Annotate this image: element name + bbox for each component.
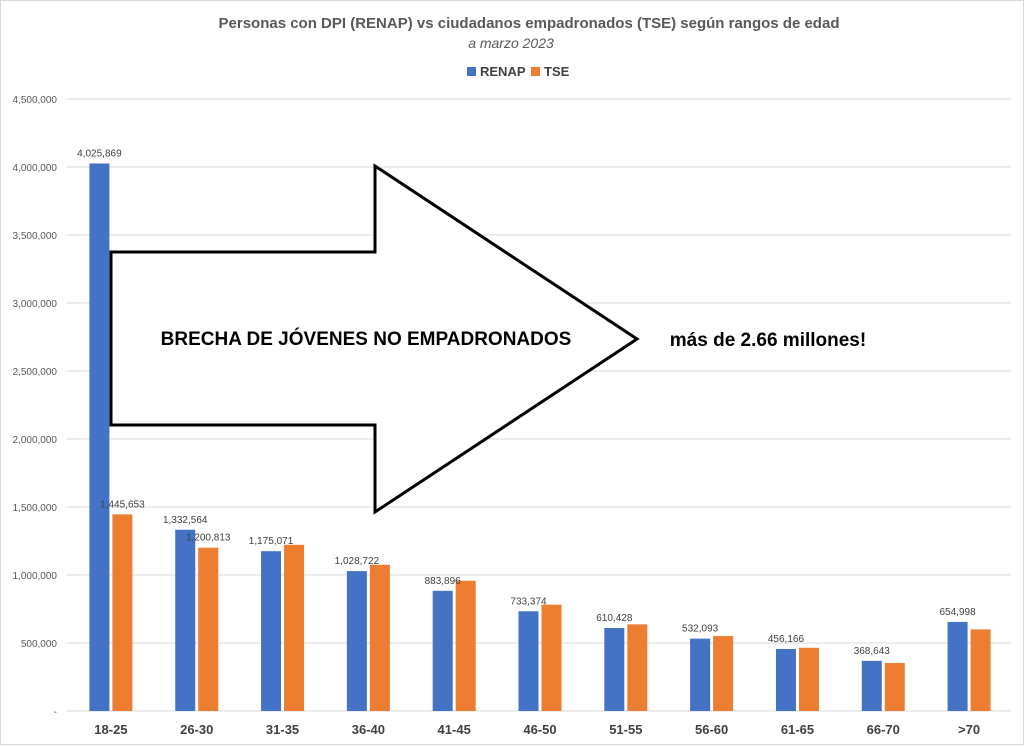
y-tick-label: 500,000 <box>21 639 58 650</box>
x-tick-label: 51-55 <box>609 722 642 737</box>
gap-arrow-text: BRECHA DE JÓVENES NO EMPADRONADOS <box>161 328 572 350</box>
legend-swatch-renap <box>467 67 476 76</box>
gap-arrow-shape <box>109 163 640 515</box>
legend-label-tse: TSE <box>544 64 570 79</box>
bar-renap-36-40 <box>346 571 367 711</box>
data-label-renap: 883,896 <box>425 576 462 587</box>
data-label-renap: 733,374 <box>510 596 547 607</box>
bar-renap-61-65 <box>775 648 796 711</box>
y-tick-label: 3,000,000 <box>13 299 58 310</box>
y-tick-label: 1,500,000 <box>13 503 58 514</box>
x-tick-label: 41-45 <box>438 722 471 737</box>
gap-annotation: BRECHA DE JÓVENES NO EMPADRONADOS más de… <box>109 163 866 515</box>
bar-renap-31-35 <box>261 551 282 711</box>
bar-renap-51-55 <box>604 627 625 711</box>
legend: RENAP TSE <box>467 64 570 79</box>
data-label-renap: 1,332,564 <box>163 515 208 526</box>
x-tick-label: 46-50 <box>523 722 556 737</box>
bar-renap-18-25 <box>89 163 110 711</box>
x-tick-label: 61-65 <box>781 722 814 737</box>
data-label-renap: 654,998 <box>940 607 977 618</box>
x-tick-label: 56-60 <box>695 722 728 737</box>
bar-tse-61-65 <box>798 647 819 711</box>
data-label-tse: 1,445,653 <box>100 499 145 510</box>
y-tick-label: - <box>54 707 57 718</box>
data-label-renap: 532,093 <box>682 624 719 635</box>
data-label-renap: 1,028,722 <box>335 556 380 567</box>
x-axis: 18-25 26-30 31-35 36-40 41-45 46-50 51-55 56-60… <box>94 722 980 737</box>
bar-renap-66-70 <box>861 660 882 711</box>
x-tick-label: 36-40 <box>352 722 385 737</box>
bar-tse-51-55 <box>627 624 648 711</box>
legend-swatch-tse <box>531 67 540 76</box>
bar-tse-18-25 <box>112 514 133 711</box>
bars <box>89 163 991 711</box>
y-tick-label: 4,000,000 <box>13 163 58 174</box>
bar-tse-31-35 <box>284 544 305 711</box>
bar-tse-66-70 <box>884 662 905 711</box>
data-labels: 4,025,869 1,445,653 1,332,564 1,200,813 1,17… <box>77 148 976 656</box>
chart-subtitle: a marzo 2023 <box>468 35 554 51</box>
y-tick-label: 2,000,000 <box>13 435 58 446</box>
bar-tse-41-45 <box>455 580 476 711</box>
x-tick-label: >70 <box>958 722 980 737</box>
bar-tse-56-60 <box>713 636 734 711</box>
y-tick-label: 4,500,000 <box>13 95 58 106</box>
chart-title: Personas con DPI (RENAP) vs ciudadanos e… <box>219 15 840 32</box>
x-tick-label: 18-25 <box>94 722 127 737</box>
data-label-renap: 368,643 <box>854 646 891 657</box>
legend-label-renap: RENAP <box>480 64 526 79</box>
bar-tse-36-40 <box>369 564 390 711</box>
data-label-renap: 610,428 <box>596 613 633 624</box>
bar-renap-46-50 <box>518 611 539 711</box>
bar-tse-46-50 <box>541 604 562 711</box>
bar-tse-26-30 <box>198 547 219 711</box>
data-label-renap: 4,025,869 <box>77 148 122 159</box>
bar-renap->70 <box>947 621 968 711</box>
y-tick-label: 1,000,000 <box>13 571 58 582</box>
bar-renap-56-60 <box>690 638 711 711</box>
y-tick-label: 3,500,000 <box>13 231 58 242</box>
gap-side-text: más de 2.66 millones! <box>670 330 866 351</box>
y-tick-label: 2,500,000 <box>13 367 58 378</box>
x-tick-label: 31-35 <box>266 722 299 737</box>
y-axis: - 500,000 1,000,000 1,500,000 2,000,000 2,500… <box>13 95 58 718</box>
bar-tse->70 <box>970 629 991 711</box>
data-label-renap: 456,166 <box>768 634 805 645</box>
x-tick-label: 66-70 <box>867 722 900 737</box>
x-tick-label: 26-30 <box>180 722 213 737</box>
data-label-tse: 1,200,813 <box>186 533 231 544</box>
bar-renap-41-45 <box>432 590 453 711</box>
bar-renap-26-30 <box>175 529 196 711</box>
data-label-renap: 1,175,071 <box>249 536 294 547</box>
